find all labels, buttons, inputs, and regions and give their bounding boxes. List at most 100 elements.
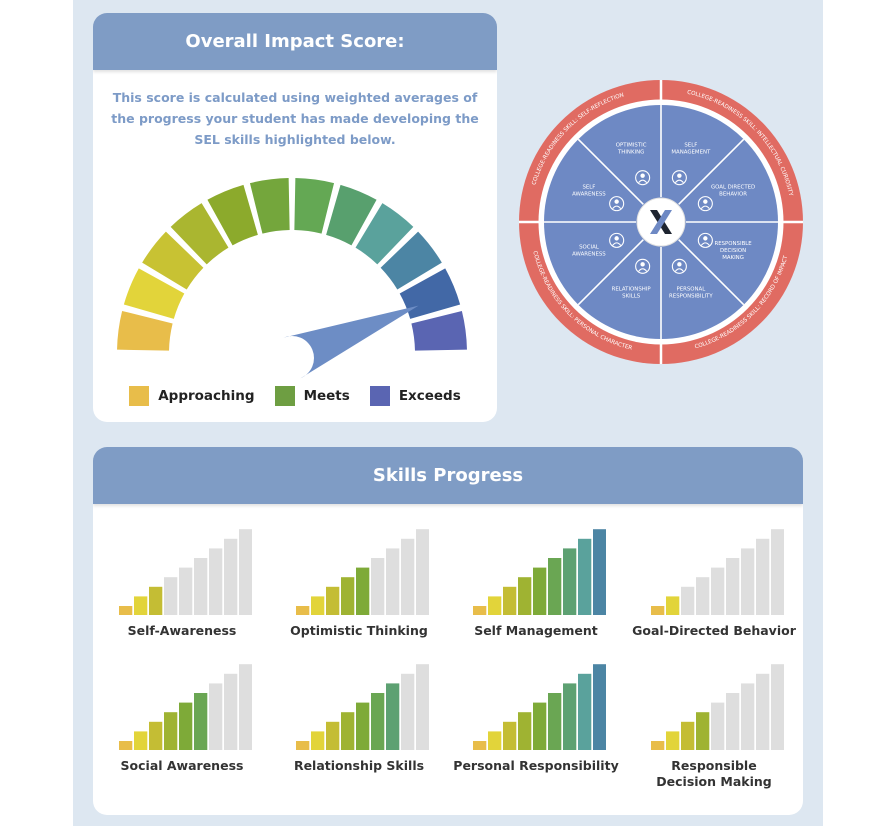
gauge-segment [355,203,414,265]
skill-bar [593,664,606,750]
skill-bar [741,683,755,750]
skill-bar [296,606,310,615]
network-people-icon [609,232,625,248]
impact-title: Overall Impact Score: [93,13,497,70]
skill-bar [711,567,725,615]
wheel-segment-label: RESPONSIBLE DECISION MAKING [714,241,752,261]
skill-bar [149,586,163,615]
skill-bar [326,586,340,615]
skill-bar [164,712,178,750]
gauge-segment [123,268,185,319]
legend-label-meets: Meets [303,388,350,404]
skill-bar [134,596,148,615]
skill-item: Social Awareness [93,662,271,774]
skill-bar [239,664,252,750]
skill-item: Relationship Skills [270,662,448,774]
skill-bar [756,538,770,615]
skill-bar [386,548,400,615]
segment-divider [577,138,644,205]
skill-bar [681,586,695,615]
skill-bar [711,702,725,750]
skill-bar-chart [296,529,429,615]
skill-bar [726,558,740,615]
skill-bar [563,548,577,615]
skill-bar [194,693,208,750]
skill-bar [164,577,178,615]
skill-bar [741,548,755,615]
skill-bar [533,567,547,615]
gauge-segment [380,231,442,290]
impact-subtitle: This score is calculated using weighted … [111,90,479,147]
wheel-segment-label: OPTIMISTIC THINKING [616,142,647,155]
skill-bar [518,712,532,750]
skill-bar [386,683,400,750]
skill-item: Personal Responsibility [447,662,625,774]
gauge-segment [170,203,229,265]
skill-bar [371,693,385,750]
skill-bar [149,721,163,750]
x-logo-icon [650,210,672,234]
skill-item: Goal-Directed Behavior [625,527,803,639]
person-hands-icon [671,258,687,274]
skill-label: Self Management [474,623,598,638]
skill-bar [518,577,532,615]
gauge-segment [249,178,290,234]
skill-label: Optimistic Thinking [290,623,428,638]
skill-bar [578,538,592,615]
skill-bar [179,567,193,615]
gauge-legend: Approaching Meets Exceeds [93,386,497,406]
skill-bar [119,606,133,615]
wheel-segment-label: GOAL DIRECTED BEHAVIOR [711,185,755,198]
skill-bar [473,606,487,615]
skill-item: Self-Awareness [93,527,271,639]
skill-bar [209,683,223,750]
skill-item: Optimistic Thinking [270,527,448,639]
skill-bar [326,721,340,750]
gauge-segment [294,178,335,234]
gauge-segment [326,184,377,246]
skill-bar [593,529,606,615]
skill-bar-chart [296,664,429,750]
skill-bar [563,683,577,750]
skill-bar [473,741,487,750]
skill-bar [416,664,429,750]
skill-bar [651,741,665,750]
skill-bar-chart [119,664,252,750]
skill-bar [356,567,370,615]
skill-bar [578,673,592,750]
skill-bar [681,721,695,750]
skill-bar [179,702,193,750]
skill-bar [416,529,429,615]
legend-swatch-meets [274,386,295,406]
skill-bar [119,741,133,750]
skill-bar-chart [651,664,784,750]
skill-bar [503,586,517,615]
skill-bar [194,558,208,615]
skill-bar-chart [119,529,252,615]
skill-bar [311,596,325,615]
skill-bar [224,538,238,615]
skill-bar [651,606,665,615]
skill-label: Relationship Skills [293,758,425,773]
skill-bar-chart [473,529,606,615]
skill-label: Self-Awareness [127,623,237,638]
skills-title: Skills Progress [93,447,803,504]
skill-label: Goal-Directed Behavior [632,623,796,638]
skill-bar [311,731,325,750]
sel-skills-wheel: OPTIMISTIC THINKING SELF MANAGEMENT GOAL DIR… [519,80,803,364]
skill-label: Responsible Decision Making [656,758,772,789]
skill-bar [666,596,680,615]
overall-impact-card: Overall Impact Score: This score is calc… [93,13,497,422]
skill-bar [548,693,562,750]
skill-bar [488,596,502,615]
segment-divider [678,239,745,306]
skill-label: Social Awareness [120,758,244,773]
skill-label: Personal Responsibility [453,758,619,773]
skill-bar [771,664,784,750]
skill-bar [401,673,415,750]
skill-bar [533,702,547,750]
gauge-segment [207,184,258,246]
skill-bar [224,673,238,750]
skill-bar [771,529,784,615]
legend-approaching: Approaching [129,386,255,406]
